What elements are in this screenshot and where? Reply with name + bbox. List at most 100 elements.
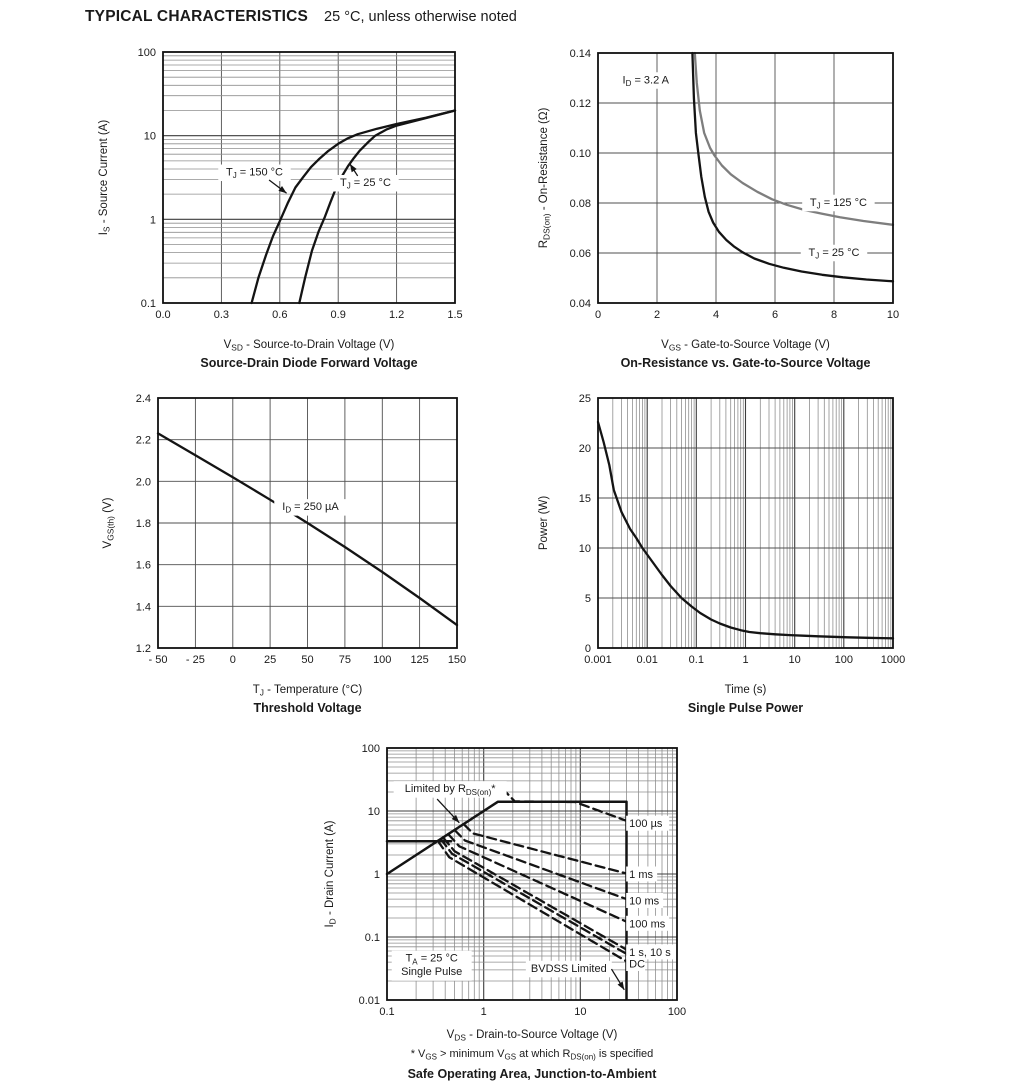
svg-text:0: 0 [230, 654, 236, 666]
svg-text:8: 8 [831, 309, 837, 321]
svg-text:0.1: 0.1 [689, 654, 704, 666]
svg-text:20: 20 [579, 443, 591, 455]
svg-text:Threshold Voltage: Threshold Voltage [253, 701, 361, 715]
svg-text:ID = 3.2 A: ID = 3.2 A [623, 74, 670, 88]
svg-text:DC: DC [629, 958, 645, 970]
svg-text:0.1: 0.1 [141, 298, 156, 310]
svg-text:1: 1 [742, 654, 748, 666]
svg-text:0.6: 0.6 [272, 309, 287, 321]
svg-text:10: 10 [887, 309, 899, 321]
svg-text:100: 100 [373, 654, 391, 666]
svg-text:1.6: 1.6 [136, 560, 151, 572]
svg-text:TA = 25 °C: TA = 25 °C [406, 953, 458, 967]
svg-text:1.5: 1.5 [447, 309, 462, 321]
svg-text:BVDSS Limited: BVDSS Limited [531, 963, 607, 975]
series-1-ms [462, 822, 628, 875]
svg-text:VDS - Drain-to-Source Voltage: VDS - Drain-to-Source Voltage (V) [447, 1029, 618, 1043]
svg-text:75: 75 [339, 654, 351, 666]
svg-text:1: 1 [150, 214, 156, 226]
svg-text:1 s, 10 s: 1 s, 10 s [629, 947, 671, 959]
svg-text:TJ = 125 °C: TJ = 125 °C [810, 197, 867, 211]
svg-text:1.4: 1.4 [136, 601, 151, 613]
series-10-s [439, 837, 628, 956]
svg-text:10: 10 [144, 131, 156, 143]
svg-text:125: 125 [410, 654, 428, 666]
svg-text:0.01: 0.01 [636, 654, 657, 666]
svg-text:2.2: 2.2 [136, 435, 151, 447]
series-t-j-25-c [298, 109, 457, 305]
svg-text:0.12: 0.12 [570, 98, 591, 110]
svg-text:10: 10 [579, 543, 591, 555]
chart-diode: TJ = 150 °C TJ = 25 °C 0.0 0.3 0.6 0.9 1.2 1.5 0… [98, 47, 463, 370]
svg-text:100 µs: 100 µs [629, 818, 663, 830]
svg-text:0.01: 0.01 [359, 995, 380, 1007]
svg-text:10 ms: 10 ms [629, 895, 659, 907]
svg-text:Limited by RDS(on)*: Limited by RDS(on)* [405, 783, 496, 797]
svg-text:0.06: 0.06 [570, 248, 591, 260]
svg-text:Time (s): Time (s) [725, 684, 767, 696]
chart-power: 0.001 0.01 0.1 1 10 100 1000 0 5 10 15 20 25 Time (s)… [538, 393, 905, 715]
svg-text:0.0: 0.0 [155, 309, 170, 321]
svg-text:ID - Drain Current (A): ID - Drain Current (A) [324, 820, 338, 927]
series-10-ms [453, 828, 628, 901]
svg-text:TJ = 25 °C: TJ = 25 °C [340, 177, 391, 191]
svg-text:5: 5 [585, 593, 591, 605]
svg-text:0.08: 0.08 [570, 198, 591, 210]
svg-text:25: 25 [579, 393, 591, 405]
svg-text:0: 0 [585, 643, 591, 655]
series-t-j-25-c [691, 51, 895, 283]
svg-text:100 ms: 100 ms [629, 918, 666, 930]
svg-text:VGS(th) (V): VGS(th) (V) [102, 497, 116, 548]
svg-text:0.9: 0.9 [331, 309, 346, 321]
svg-text:10: 10 [789, 654, 801, 666]
svg-text:150: 150 [448, 654, 466, 666]
svg-text:0.1: 0.1 [379, 1006, 394, 1018]
svg-text:VGS - Gate-to-Source Voltage (: VGS - Gate-to-Source Voltage (V) [661, 339, 830, 353]
svg-text:TJ = 150 °C: TJ = 150 °C [226, 167, 283, 181]
chart-rdson: ID = 3.2 A TJ = 125 °C TJ = 25 °C 0 2 4 6 8 10 0.… [538, 48, 899, 370]
svg-text:1: 1 [374, 869, 380, 881]
svg-text:Power (W): Power (W) [538, 496, 550, 550]
svg-text:1 ms: 1 ms [629, 869, 653, 881]
svg-text:100: 100 [668, 1006, 686, 1018]
svg-text:On-Resistance vs. Gate-to-Sour: On-Resistance vs. Gate-to-Source Voltage [621, 356, 871, 370]
series-1-s [441, 836, 628, 951]
series-t-j-150-c [250, 109, 457, 305]
svg-text:Single Pulse Power: Single Pulse Power [688, 701, 803, 715]
svg-text:2.0: 2.0 [136, 476, 151, 488]
svg-text:TJ = 25 °C: TJ = 25 °C [809, 247, 860, 261]
page-header: TYPICAL CHARACTERISTICS 25 °C, unless oth… [85, 8, 517, 26]
svg-text:* VGS > minimum VGS at which: * VGS > minimum VGS at which RDS(on) is … [411, 1048, 654, 1062]
svg-text:ID = 250 µA: ID = 250 µA [282, 501, 339, 515]
svg-text:Source-Drain Diode Forward Vol: Source-Drain Diode Forward Voltage [200, 356, 417, 370]
svg-text:VSD - Source-to-Drain Voltage: VSD - Source-to-Drain Voltage (V) [224, 339, 395, 353]
svg-text:25: 25 [264, 654, 276, 666]
series-100-s [500, 787, 628, 822]
svg-text:2: 2 [654, 309, 660, 321]
series-dc [436, 839, 628, 963]
series-single-pulse-power [596, 420, 895, 640]
section-subtitle: 25 °C, unless otherwise noted [324, 9, 517, 25]
svg-text:1000: 1000 [881, 654, 905, 666]
svg-text:- 25: - 25 [186, 654, 205, 666]
svg-text:100: 100 [138, 47, 156, 59]
series-100-ms [447, 832, 628, 923]
svg-text:0: 0 [595, 309, 601, 321]
svg-text:IS - Source Current (A): IS - Source Current (A) [98, 120, 112, 236]
svg-text:1.8: 1.8 [136, 518, 151, 530]
svg-text:100: 100 [835, 654, 853, 666]
svg-text:1.2: 1.2 [389, 309, 404, 321]
series-t-j-125-c [693, 51, 895, 226]
svg-text:6: 6 [772, 309, 778, 321]
svg-text:TJ - Temperature (°C): TJ - Temperature (°C) [253, 684, 363, 698]
svg-text:100: 100 [362, 743, 380, 755]
svg-text:0.04: 0.04 [570, 298, 591, 310]
svg-text:0.3: 0.3 [214, 309, 229, 321]
svg-text:0.001: 0.001 [584, 654, 612, 666]
chart-vth: ID = 250 µA - 50 - 25 0 25 50 75 100 125 150 1.2 1.… [102, 393, 466, 715]
svg-text:10: 10 [368, 806, 380, 818]
svg-text:RDS(on) - On-Resistance (Ω): RDS(on) - On-Resistance (Ω) [538, 108, 552, 249]
svg-text:4: 4 [713, 309, 719, 321]
